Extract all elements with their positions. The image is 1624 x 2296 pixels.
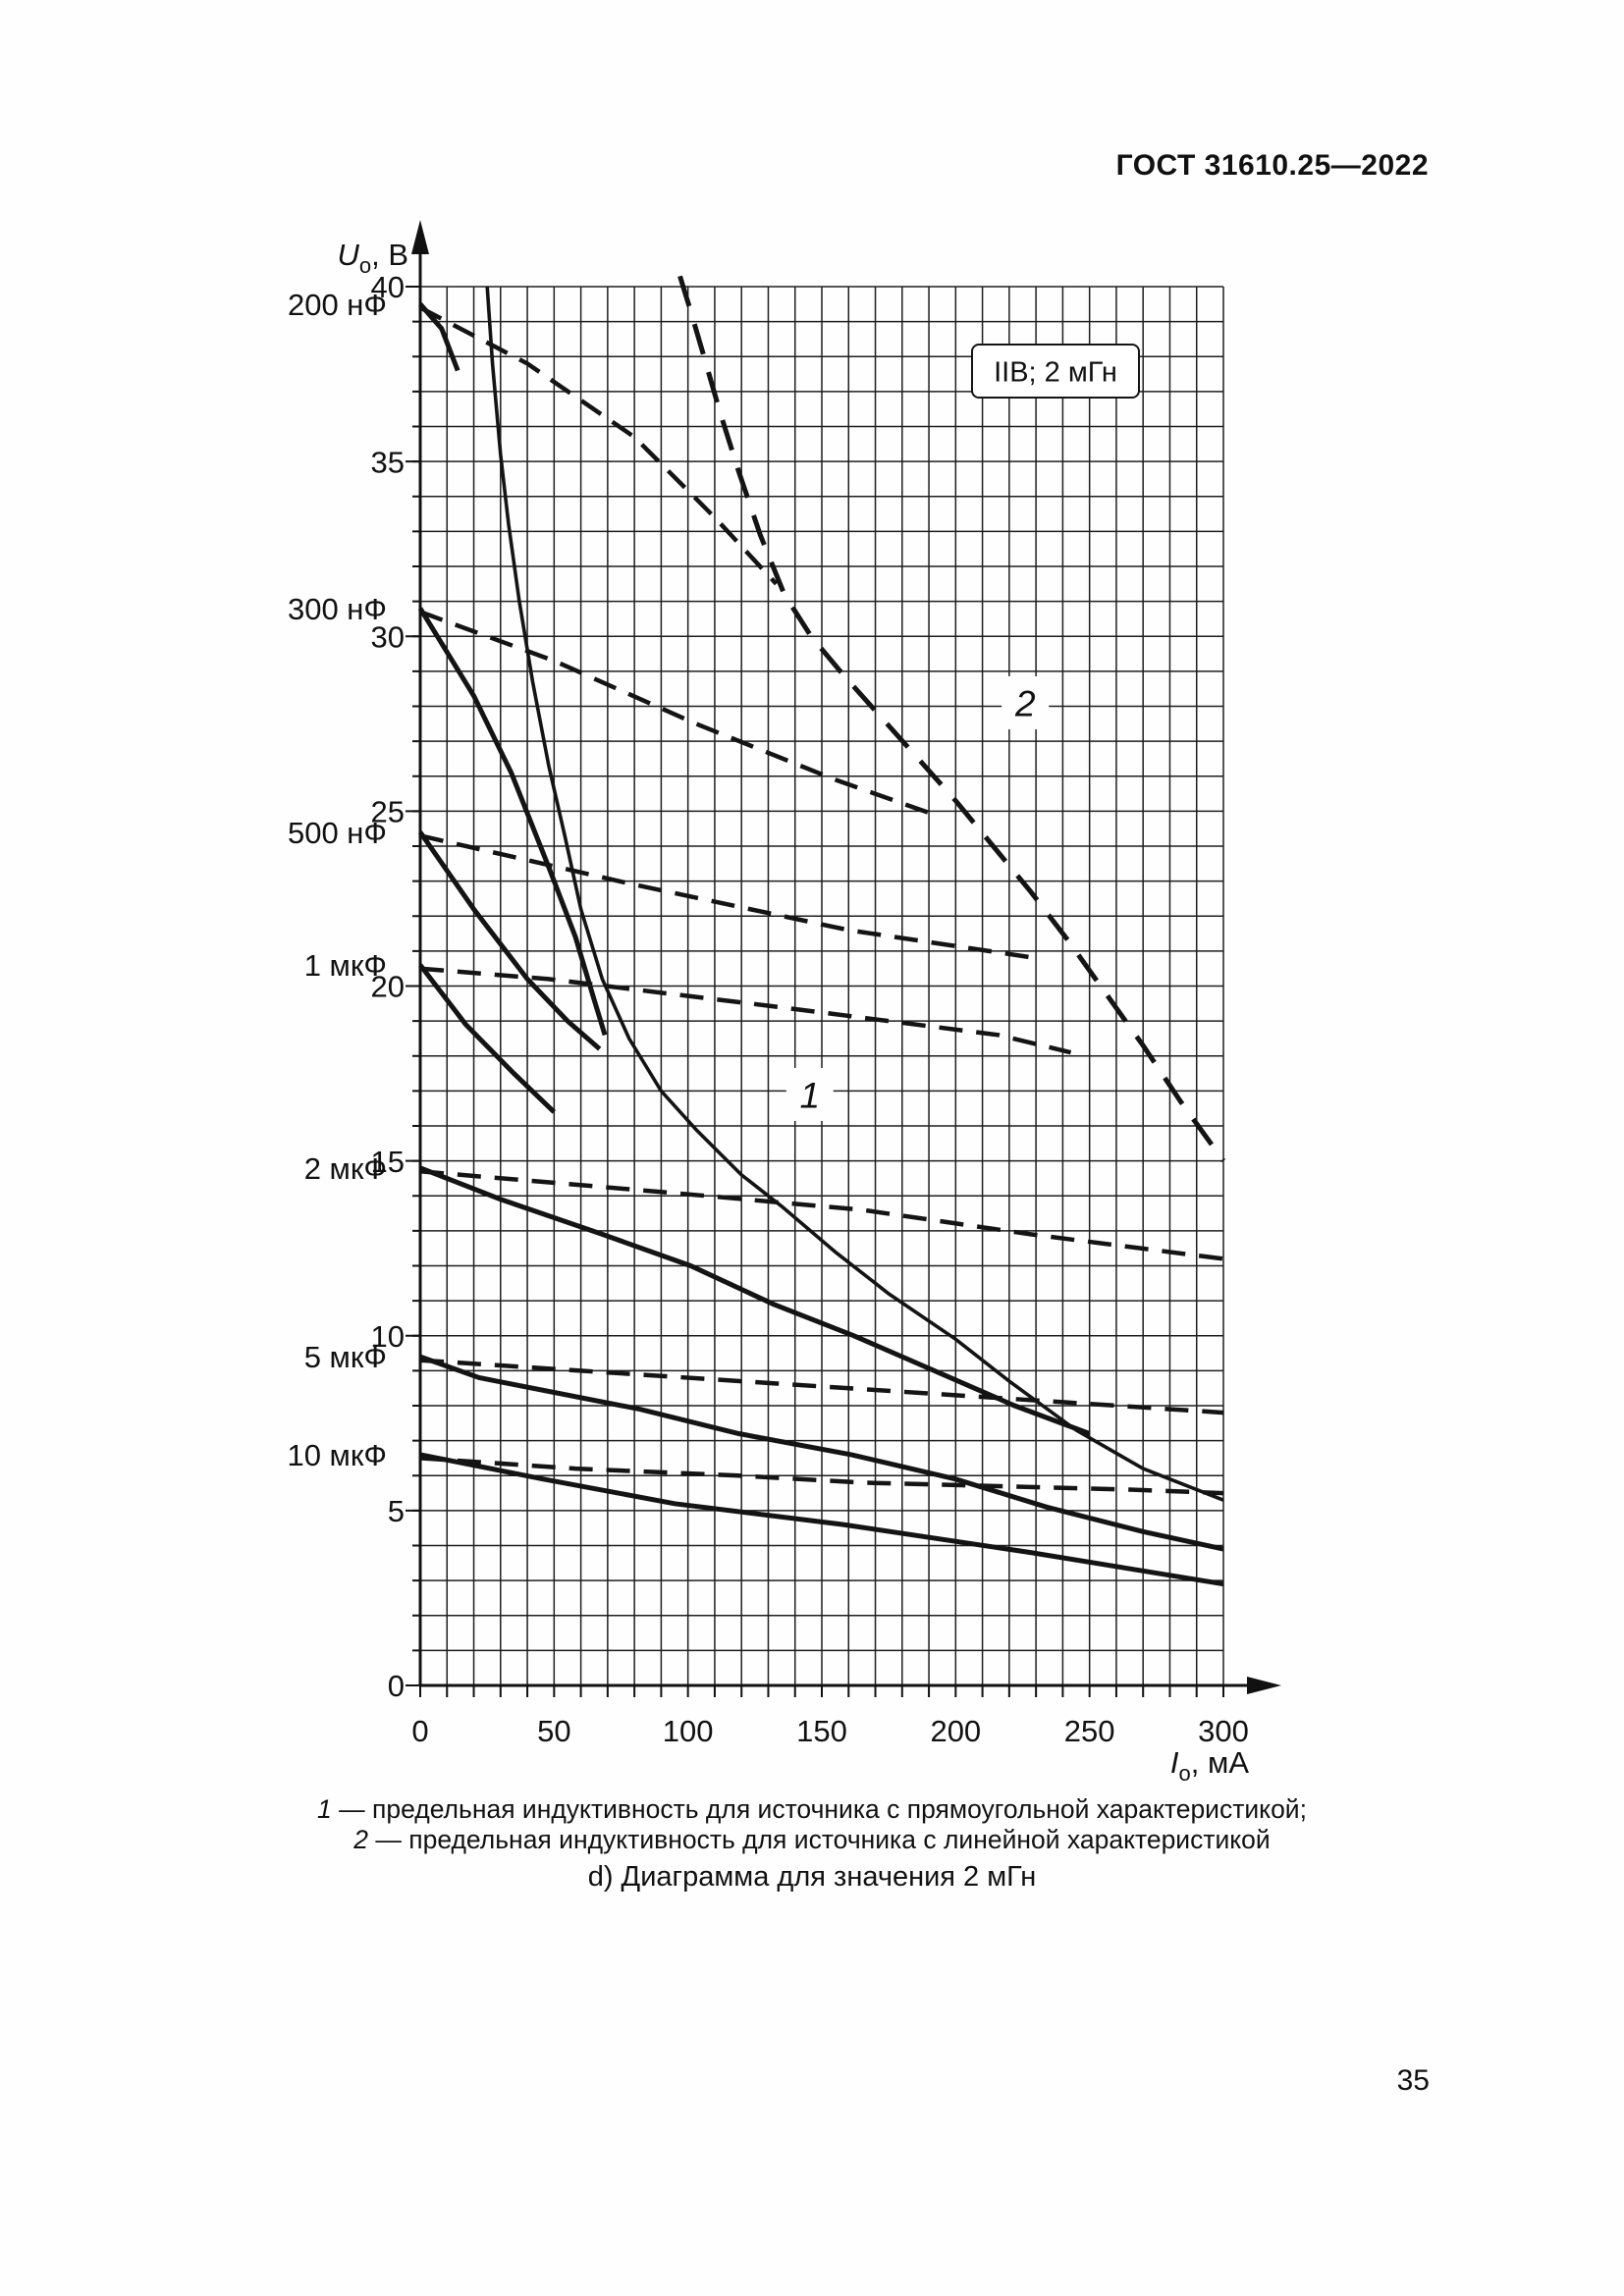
y-tick-label: 25: [371, 795, 405, 829]
curve-label-1: 1: [785, 1067, 834, 1121]
annotation-box-text: IIB; 2 мГн: [994, 356, 1117, 388]
x-tick-label: 200: [930, 1714, 981, 1748]
capacitance-solid-curve: [418, 963, 557, 1114]
x-tick-label: 100: [663, 1714, 714, 1748]
y-axis-arrow: [411, 220, 429, 254]
capacitance-dashed-curve: [419, 1358, 1224, 1415]
capacitance-curves: [417, 302, 1224, 1587]
capacitance-solid-curve: [419, 1452, 1224, 1587]
legend-curve-number: 2: [353, 1825, 368, 1854]
capacitance-label: 5 мкФ: [304, 1340, 387, 1374]
capacitance-solid-curve: [418, 302, 460, 372]
capacitance-dashed-curve: [419, 966, 1072, 1055]
ticks: [406, 286, 1224, 1697]
y-tick-label: 15: [371, 1145, 405, 1179]
legend-item-2: 2 — предельная индуктивность для источни…: [226, 1825, 1398, 1855]
capacitance-label: 300 нФ: [288, 592, 387, 626]
legend-curve-number: 1: [317, 1794, 332, 1824]
capacitance-dashed-curve: [419, 833, 1037, 961]
y-tick-label: 0: [388, 1669, 405, 1703]
x-tick-label: 0: [411, 1714, 428, 1748]
y-axis-title: Uо, В: [337, 238, 408, 278]
chart-legend: 1 — предельная индуктивность для источни…: [226, 1794, 1398, 1855]
capacitance-label: 200 нФ: [288, 288, 387, 322]
x-tick-label: 300: [1198, 1714, 1249, 1748]
capacitance-dashed-curve: [419, 610, 936, 818]
y-tick-label: 5: [388, 1494, 405, 1528]
curve-label-text: 2: [1014, 683, 1036, 723]
capacitance-solid-curve: [419, 1165, 1091, 1436]
document-header: ГОСТ 31610.25—2022: [1115, 149, 1429, 182]
limit-curve-1: [485, 286, 1224, 1502]
y-tick-label: 30: [371, 619, 405, 654]
capacitance-label: 2 мкФ: [304, 1151, 387, 1186]
annotation-box-frame: [971, 344, 1140, 399]
x-tick-label: 250: [1064, 1714, 1115, 1748]
capacitance-dashed-curve: [419, 1169, 1224, 1261]
x-axis-arrow: [1247, 1677, 1281, 1694]
x-axis-title: Iо, мА: [1170, 1745, 1249, 1786]
capacitance-label: 500 нФ: [288, 816, 387, 850]
legend-item-text: — предельная индуктивность для источника…: [331, 1794, 1307, 1824]
capacitance-solid-curve: [417, 830, 602, 1051]
grid: [419, 286, 1224, 1686]
y-tick-label: 40: [371, 270, 405, 304]
y-tick-label: 35: [371, 445, 405, 479]
capacitance-dashed-curve: [419, 1456, 1224, 1496]
curve-label-text: 1: [799, 1075, 820, 1115]
curve-label-backdrop: [1001, 675, 1050, 729]
limit-curves: [485, 275, 1226, 1502]
figure-caption: d) Диаграмма для значения 2 мГн: [587, 1861, 1037, 1893]
capacitance-label: 1 мкФ: [304, 948, 387, 983]
axes: [411, 220, 1281, 1694]
legend-item-1: 1 — предельная индуктивность для источни…: [226, 1794, 1398, 1825]
capacitance-label: 10 мкФ: [287, 1438, 387, 1472]
curve-label-backdrop: [785, 1067, 834, 1121]
legend-item-text: — предельная индуктивность для источника…: [368, 1825, 1271, 1854]
capacitance-solid-curve: [419, 1354, 1224, 1552]
y-tick-label: 10: [371, 1319, 405, 1354]
y-tick-label: 20: [371, 970, 405, 1004]
annotation-box: IIB; 2 мГн: [971, 344, 1140, 399]
page-number: 35: [1396, 2064, 1430, 2097]
curve-label-2: 2: [1001, 675, 1050, 729]
tick-labels: 0 50 100 150 200 250 300 0 5 10 15 20 25 30 35 40: [371, 270, 1249, 1748]
x-tick-label: 150: [796, 1714, 847, 1748]
x-tick-label: 50: [537, 1714, 570, 1748]
